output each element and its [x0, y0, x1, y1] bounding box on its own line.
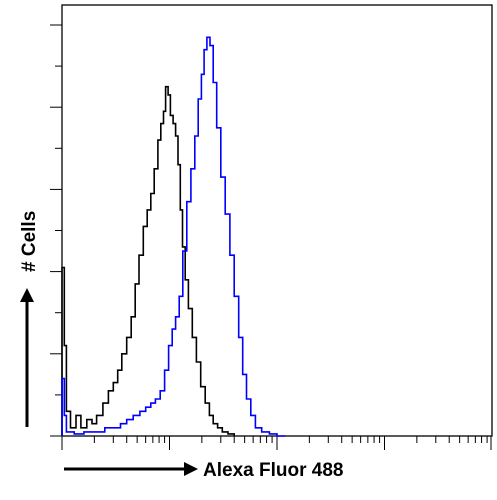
series-1-line [61, 85, 235, 436]
y-axis-arrowhead [20, 288, 34, 302]
x-axis-arrowhead [184, 462, 198, 476]
series-layer [61, 36, 286, 437]
x-axis-label: Alexa Fluor 488 [203, 460, 343, 481]
plot-frame [61, 4, 493, 437]
y-axis-label: # Cells [19, 211, 40, 272]
y-axis-ticks [50, 24, 62, 437]
x-axis-ticks [61, 436, 492, 450]
series-2-line [61, 36, 286, 437]
